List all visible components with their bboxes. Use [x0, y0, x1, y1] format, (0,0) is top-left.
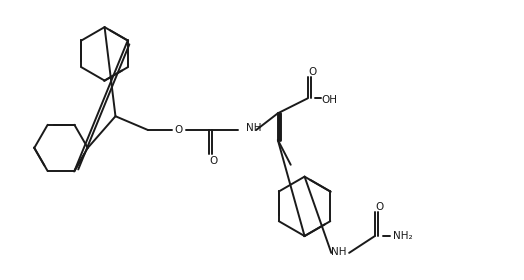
- Text: O: O: [376, 202, 384, 212]
- Text: OH: OH: [321, 95, 337, 105]
- Text: NH₂: NH₂: [393, 231, 412, 241]
- Text: O: O: [308, 67, 316, 77]
- Text: O: O: [210, 156, 217, 166]
- Text: NH: NH: [332, 247, 347, 257]
- Text: O: O: [174, 125, 183, 135]
- Text: NH: NH: [246, 123, 261, 133]
